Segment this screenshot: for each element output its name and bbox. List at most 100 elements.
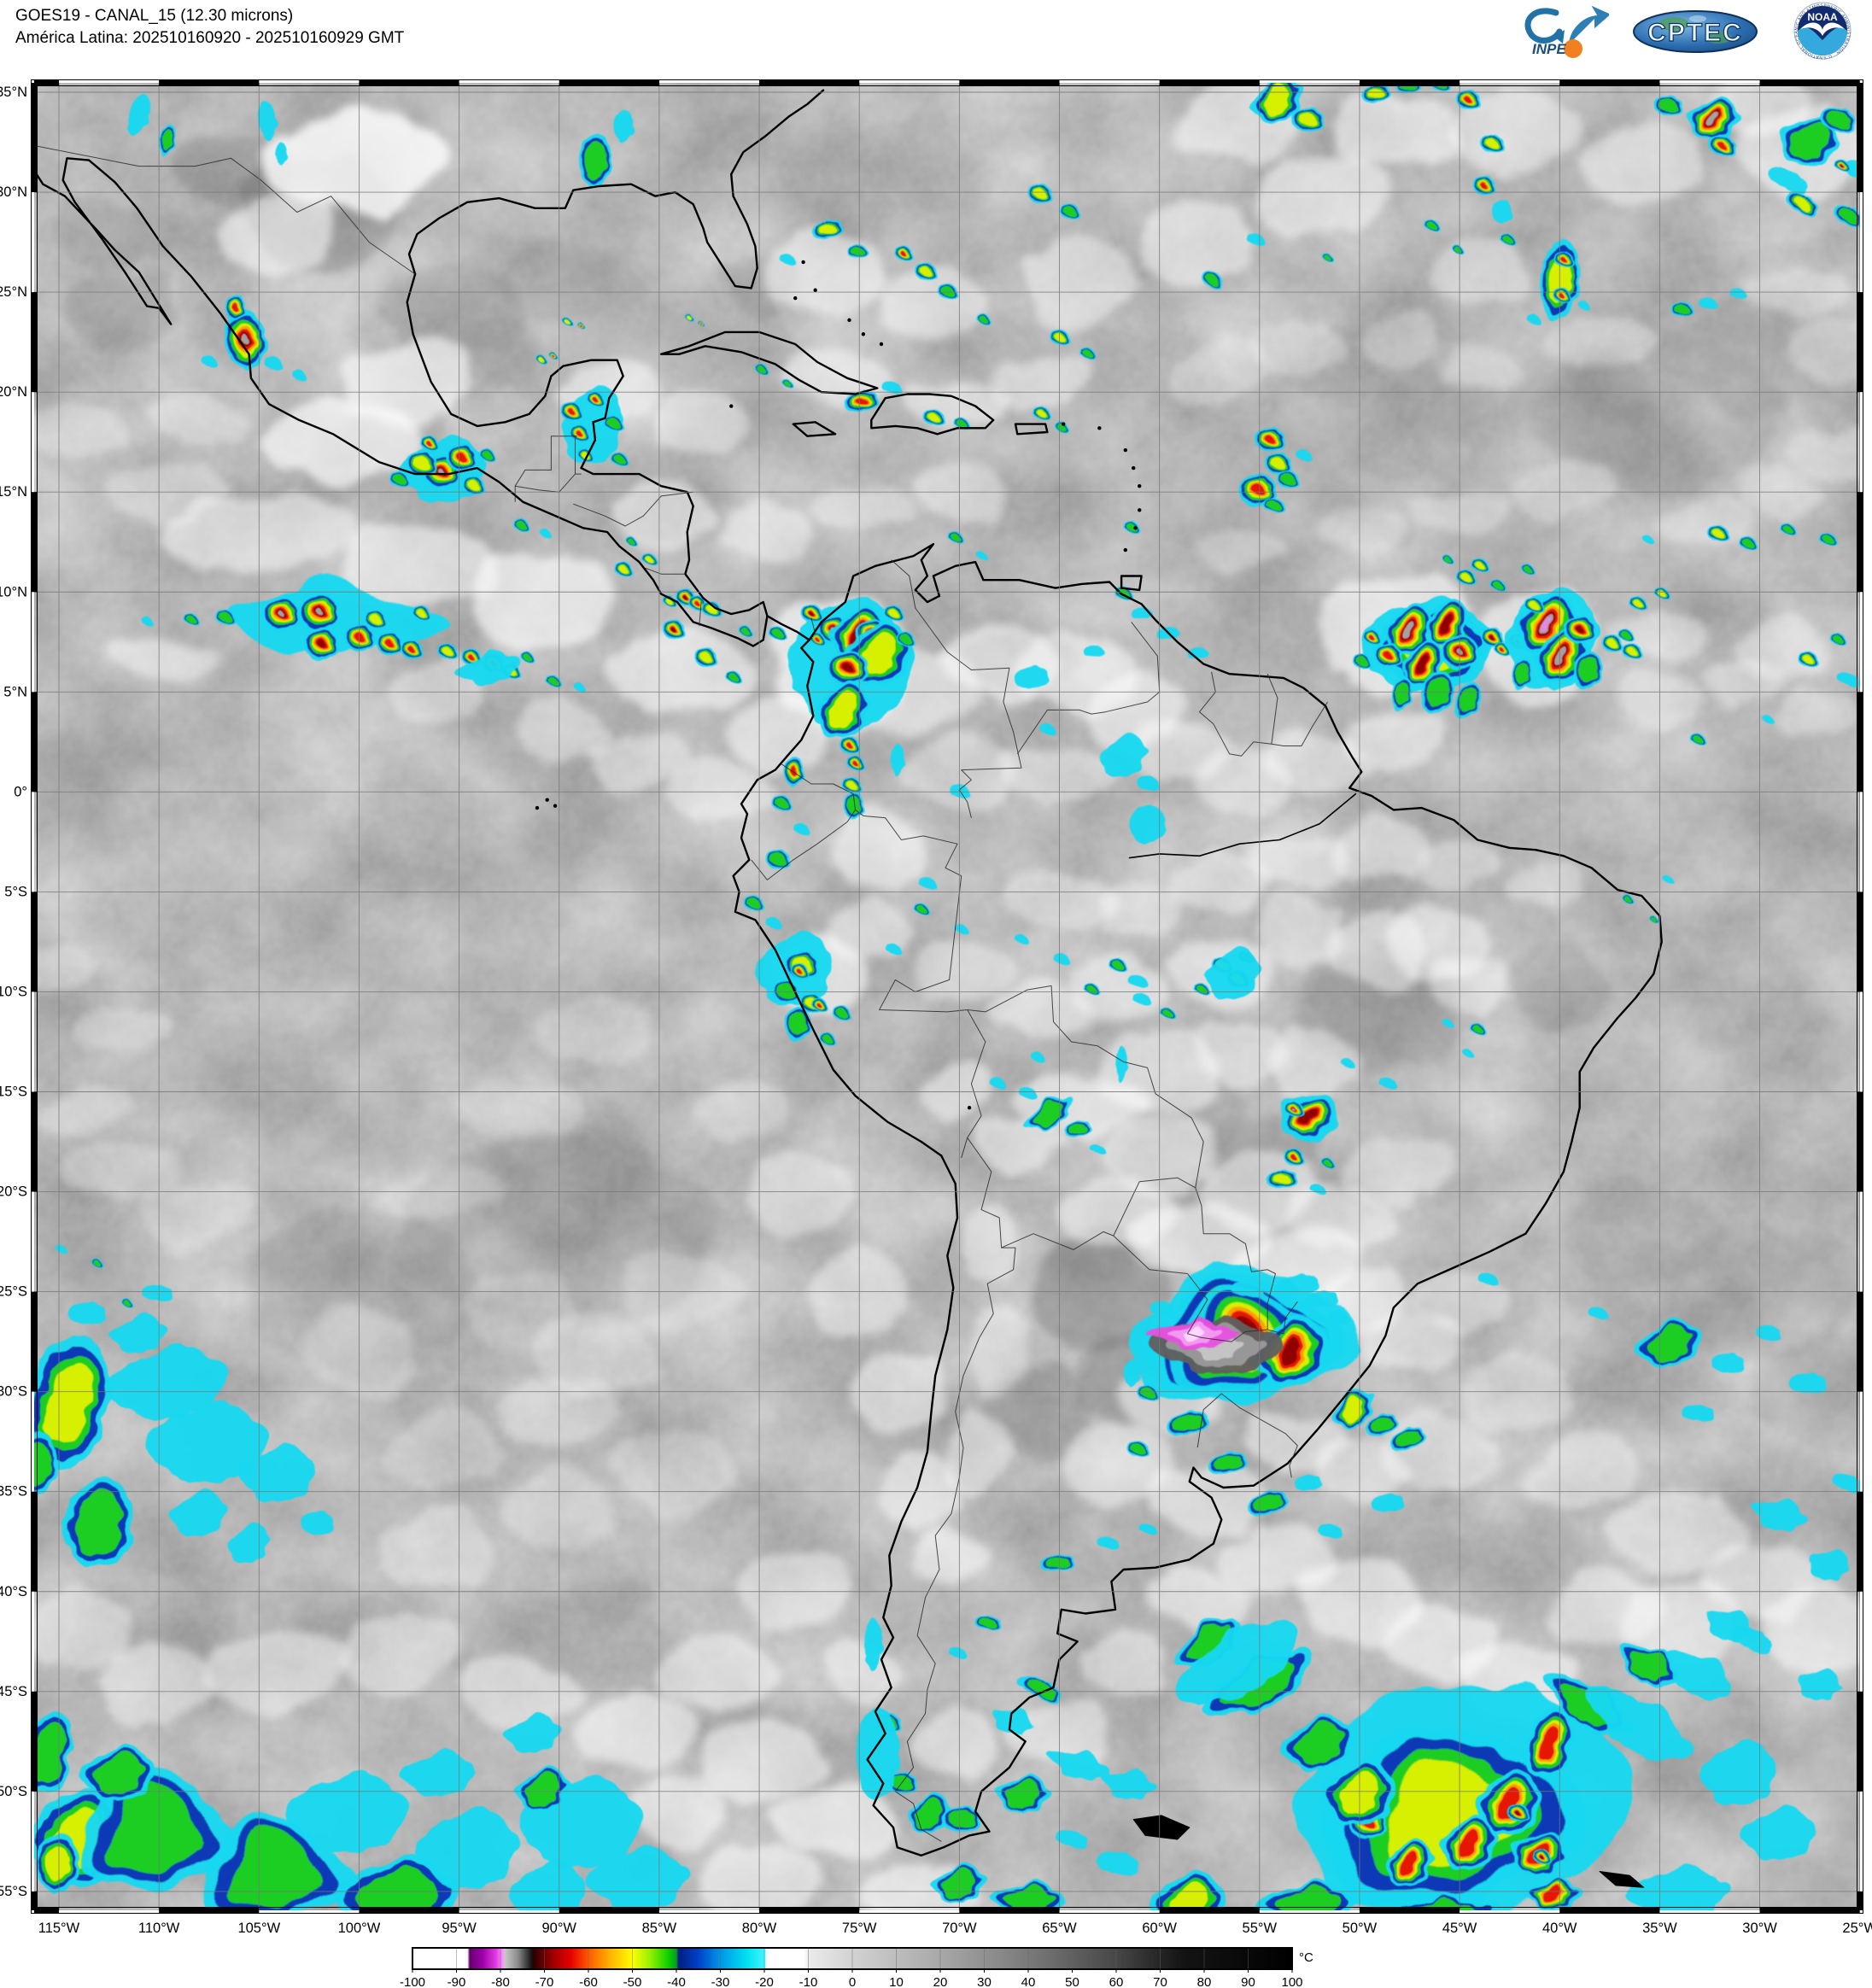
storm-cell xyxy=(1740,1810,1816,1856)
storm-cell xyxy=(1835,673,1860,687)
storm-cell xyxy=(1553,252,1574,269)
lat-label: 45°S xyxy=(0,1684,27,1699)
storm-cell xyxy=(1056,1831,1088,1848)
storm-cell xyxy=(462,476,484,496)
storm-cell xyxy=(894,246,913,262)
storm-cell xyxy=(501,1718,560,1749)
colorbar-tick-label: 90 xyxy=(1241,1975,1255,1988)
storm-cell xyxy=(291,370,307,383)
storm-cell xyxy=(264,357,283,371)
storm-cell xyxy=(238,1448,315,1499)
storm-cell xyxy=(512,1771,570,1808)
storm-cell xyxy=(1491,200,1512,225)
storm-cell xyxy=(1238,474,1277,506)
storm-cell xyxy=(1044,1748,1110,1779)
storm-cell xyxy=(1027,184,1052,205)
storm-cell xyxy=(1670,302,1693,319)
lat-label: 0° xyxy=(14,784,27,799)
storm-cell xyxy=(953,418,970,430)
storm-cell xyxy=(793,823,810,836)
storm-cell xyxy=(1054,422,1069,435)
storm-cell xyxy=(885,944,902,956)
lon-label: 70°W xyxy=(942,1921,977,1936)
storm-cell xyxy=(1689,734,1706,746)
storm-cell xyxy=(1563,616,1596,645)
storm-cell xyxy=(819,1032,836,1047)
storm-cell xyxy=(929,1868,986,1899)
storm-cell xyxy=(512,518,529,534)
storm-cell xyxy=(127,92,150,136)
storm-cell xyxy=(1014,934,1029,945)
storm-cell xyxy=(779,254,796,266)
storm-cell xyxy=(614,562,633,578)
colorbar-tick-label: 10 xyxy=(889,1975,904,1988)
storm-cell xyxy=(832,1005,851,1022)
storm-cell xyxy=(625,536,638,547)
colorbar-tick-label: -10 xyxy=(799,1975,818,1988)
storm-cell xyxy=(809,633,826,647)
header: GOES19 - CANAL_15 (12.30 microns) América… xyxy=(15,5,404,50)
storm-cell xyxy=(1378,1078,1397,1090)
noaa-logo-icon: NOAA NATIONAL OCEANIC AND ATMOSPHERIC AD… xyxy=(1781,2,1852,60)
storm-cell xyxy=(1621,894,1634,905)
storm-cell xyxy=(847,244,868,260)
storm-cell xyxy=(108,1349,225,1418)
storm-cell xyxy=(1442,554,1454,565)
storm-cell xyxy=(257,100,277,140)
storm-cell xyxy=(1390,1427,1424,1452)
lat-label: 20°N xyxy=(0,384,27,400)
storm-cell xyxy=(826,651,869,686)
lon-label: 90°W xyxy=(541,1921,576,1936)
storm-cell xyxy=(1479,135,1504,154)
colorbar-tick-label: -100 xyxy=(400,1975,425,1988)
storm-cell xyxy=(1472,176,1495,196)
storm-cell xyxy=(1275,1275,1319,1296)
lat-label: 20°S xyxy=(0,1184,27,1200)
storm-cell xyxy=(1706,525,1729,542)
storm-cell xyxy=(855,1707,900,1800)
storm-cell xyxy=(1079,348,1096,360)
lon-label: 105°W xyxy=(237,1921,280,1936)
storm-cell xyxy=(1391,676,1413,711)
storm-cell xyxy=(1699,1744,1776,1803)
storm-cell xyxy=(1832,1475,1860,1493)
storm-cell xyxy=(1633,1324,1703,1364)
storm-cell xyxy=(1246,234,1265,247)
storm-cell xyxy=(1588,1685,1688,1763)
storm-cell xyxy=(223,310,267,371)
storm-cell xyxy=(545,675,562,688)
storm-cell xyxy=(1469,1023,1486,1036)
storm-cell xyxy=(1818,533,1837,547)
storm-cell xyxy=(1372,1494,1404,1513)
storm-cell xyxy=(1083,984,1100,997)
storm-cell xyxy=(1317,1524,1342,1539)
storm-cell xyxy=(1588,1307,1608,1320)
storm-cell xyxy=(1648,915,1659,924)
storm-cell xyxy=(768,627,787,641)
cptec-logo-icon: CPTEC xyxy=(1633,10,1758,53)
storm-cell xyxy=(1264,453,1291,476)
lat-label: 35°N xyxy=(0,85,27,100)
storm-cell xyxy=(167,1494,226,1533)
storm-cell xyxy=(1096,1537,1119,1550)
lat-label: 25°N xyxy=(0,284,27,300)
lon-label: 65°W xyxy=(1042,1921,1077,1936)
storm-cell xyxy=(1320,1158,1335,1170)
storm-cell xyxy=(1761,715,1774,725)
lon-label: 30°W xyxy=(1742,1921,1777,1936)
lon-label: 35°W xyxy=(1642,1921,1677,1936)
storm-cell xyxy=(559,401,582,423)
storm-cell xyxy=(79,1749,155,1798)
storm-cell xyxy=(225,295,245,322)
storm-cell xyxy=(896,632,915,648)
colorbar-tick-label: 60 xyxy=(1109,1975,1124,1988)
storm-cell xyxy=(1833,206,1860,226)
storm-cell xyxy=(771,796,792,812)
storm-cell xyxy=(1231,1281,1264,1298)
lat-label: 5°S xyxy=(4,884,27,899)
storm-cell xyxy=(1149,1875,1226,1910)
storm-cell xyxy=(199,1825,355,1910)
storm-cell xyxy=(613,110,634,143)
storm-cell xyxy=(1352,653,1371,670)
storm-cell xyxy=(520,652,535,664)
